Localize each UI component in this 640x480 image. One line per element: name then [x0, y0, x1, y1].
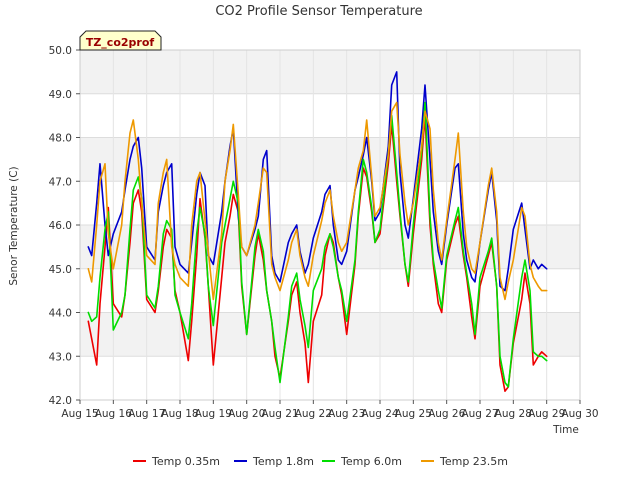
- plot-band: [80, 50, 580, 94]
- y-tick-label: 49.0: [49, 89, 72, 101]
- legend-label: Temp 0.35m: [151, 455, 220, 468]
- y-tick-label: 42.0: [49, 395, 72, 407]
- x-tick-label: Aug 16: [95, 408, 133, 420]
- y-axis: 42.0 43.0 44.0 45.0 46.0 47.0 48.0 49.0 50.0: [49, 45, 80, 407]
- x-tick-label: Aug 17: [128, 408, 165, 420]
- series-line-temp-23-5m: [87, 101, 548, 301]
- x-tick-label: Aug 18: [161, 408, 198, 420]
- grid-lines: [79, 49, 581, 401]
- x-tick-label: Aug 27: [461, 408, 498, 420]
- x-tick-label: Aug 21: [261, 408, 298, 420]
- x-tick-label: Aug 19: [195, 408, 232, 420]
- legend-label: Temp 1.8m: [252, 455, 314, 468]
- x-axis-label: Time: [552, 424, 579, 436]
- x-tick-label: Aug 25: [395, 408, 432, 420]
- series-line-temp-1-8m: [87, 71, 548, 292]
- y-tick-label: 43.0: [49, 351, 72, 363]
- x-tick-label: Aug 20: [228, 408, 265, 420]
- y-tick-label: 46.0: [49, 220, 72, 232]
- plot-band: [80, 356, 580, 400]
- x-tick-label: Aug 23: [328, 408, 365, 420]
- x-tick-label: Aug 29: [528, 408, 565, 420]
- plot-band: [80, 93, 580, 138]
- site-annotation: TZ_co2prof: [79, 30, 162, 51]
- plot-band: [80, 137, 580, 182]
- y-tick-label: 44.0: [49, 308, 72, 320]
- y-tick-label: 45.0: [49, 264, 72, 276]
- legend: Temp 0.35m Temp 1.8m Temp 6.0m Temp 23.5m: [133, 455, 508, 468]
- plot-band: [80, 312, 580, 357]
- chart-title: CO2 Profile Sensor Temperature: [215, 4, 422, 19]
- y-axis-label: Senor Temperature (C): [8, 166, 20, 285]
- annotation-box: [79, 30, 162, 51]
- x-tick-label: Aug 26: [428, 408, 466, 420]
- legend-label: Temp 23.5m: [439, 455, 508, 468]
- x-tick-label: Aug 15: [61, 408, 98, 420]
- legend-label: Temp 6.0m: [340, 455, 402, 468]
- x-tick-label: Aug 22: [295, 408, 332, 420]
- annotation-text: TZ_co2prof: [86, 36, 155, 49]
- x-tick-label: Aug 30: [561, 408, 598, 420]
- series-line-temp-0-35m: [87, 114, 548, 393]
- series-line-temp-6-0m: [87, 101, 548, 388]
- y-tick-label: 47.0: [49, 176, 72, 188]
- series-layer: [87, 71, 548, 393]
- x-tick-label: Aug 24: [361, 408, 399, 420]
- x-tick-label: Aug 28: [495, 408, 532, 420]
- y-tick-label: 50.0: [49, 45, 72, 57]
- y-tick-label: 48.0: [49, 133, 72, 145]
